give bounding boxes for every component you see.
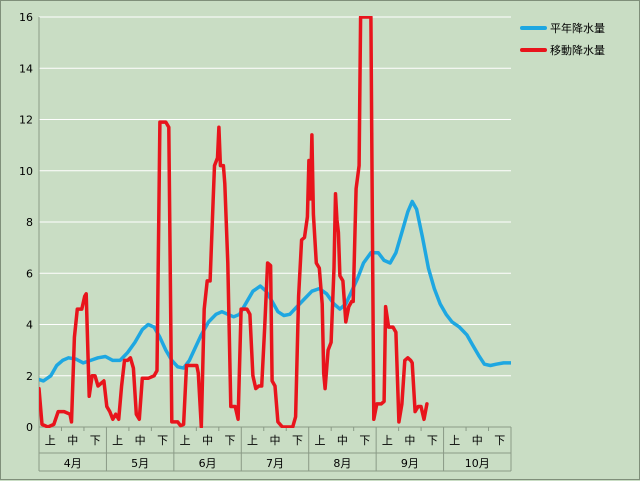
y-tick-label: 12 bbox=[19, 114, 33, 127]
decade-tick-label: 下 bbox=[225, 434, 236, 447]
decade-tick-label: 下 bbox=[359, 434, 370, 447]
decade-tick-label: 下 bbox=[157, 434, 168, 447]
series-line-normal bbox=[39, 199, 511, 383]
decade-tick-label: 中 bbox=[337, 434, 348, 447]
month-label: 7月 bbox=[266, 457, 284, 470]
legend-label: 移動降水量 bbox=[550, 43, 605, 57]
decade-tick-label: 上 bbox=[45, 434, 56, 447]
month-label: 5月 bbox=[131, 457, 149, 470]
y-tick-label: 10 bbox=[19, 165, 33, 178]
grid bbox=[39, 16, 511, 428]
series-line-moving bbox=[39, 16, 429, 428]
decade-tick-label: 下 bbox=[292, 434, 303, 447]
decade-tick-label: 中 bbox=[202, 434, 213, 447]
legend-label: 平年降水量 bbox=[550, 21, 605, 35]
decade-tick-label: 下 bbox=[494, 434, 505, 447]
decade-tick-label: 上 bbox=[314, 434, 325, 447]
y-tick-label: 14 bbox=[19, 62, 33, 75]
month-label: 10月 bbox=[465, 457, 490, 470]
y-tick-label: 2 bbox=[26, 370, 33, 383]
decade-tick-label: 中 bbox=[135, 434, 146, 447]
y-tick-label: 4 bbox=[26, 319, 33, 332]
decade-tick-label: 上 bbox=[382, 434, 393, 447]
y-tick-label: 16 bbox=[19, 11, 33, 24]
decade-tick-label: 上 bbox=[180, 434, 191, 447]
y-tick-label: 0 bbox=[26, 421, 33, 434]
decade-tick-label: 上 bbox=[247, 434, 258, 447]
y-tick-label: 6 bbox=[26, 267, 33, 280]
axes: 0246810121416上中下4月上中下5月上中下6月上中下7月上中下8月上中… bbox=[19, 11, 512, 472]
decade-tick-label: 下 bbox=[90, 434, 101, 447]
series bbox=[39, 16, 511, 428]
month-label: 6月 bbox=[199, 457, 217, 470]
y-tick-label: 8 bbox=[26, 216, 33, 229]
decade-tick-label: 中 bbox=[270, 434, 281, 447]
decade-tick-label: 中 bbox=[67, 434, 78, 447]
month-label: 9月 bbox=[401, 457, 419, 470]
decade-tick-label: 上 bbox=[449, 434, 460, 447]
decade-tick-label: 中 bbox=[472, 434, 483, 447]
month-label: 4月 bbox=[64, 457, 82, 470]
decade-tick-label: 上 bbox=[112, 434, 123, 447]
decade-tick-label: 下 bbox=[427, 434, 438, 447]
month-label: 8月 bbox=[333, 457, 351, 470]
decade-tick-label: 中 bbox=[404, 434, 415, 447]
